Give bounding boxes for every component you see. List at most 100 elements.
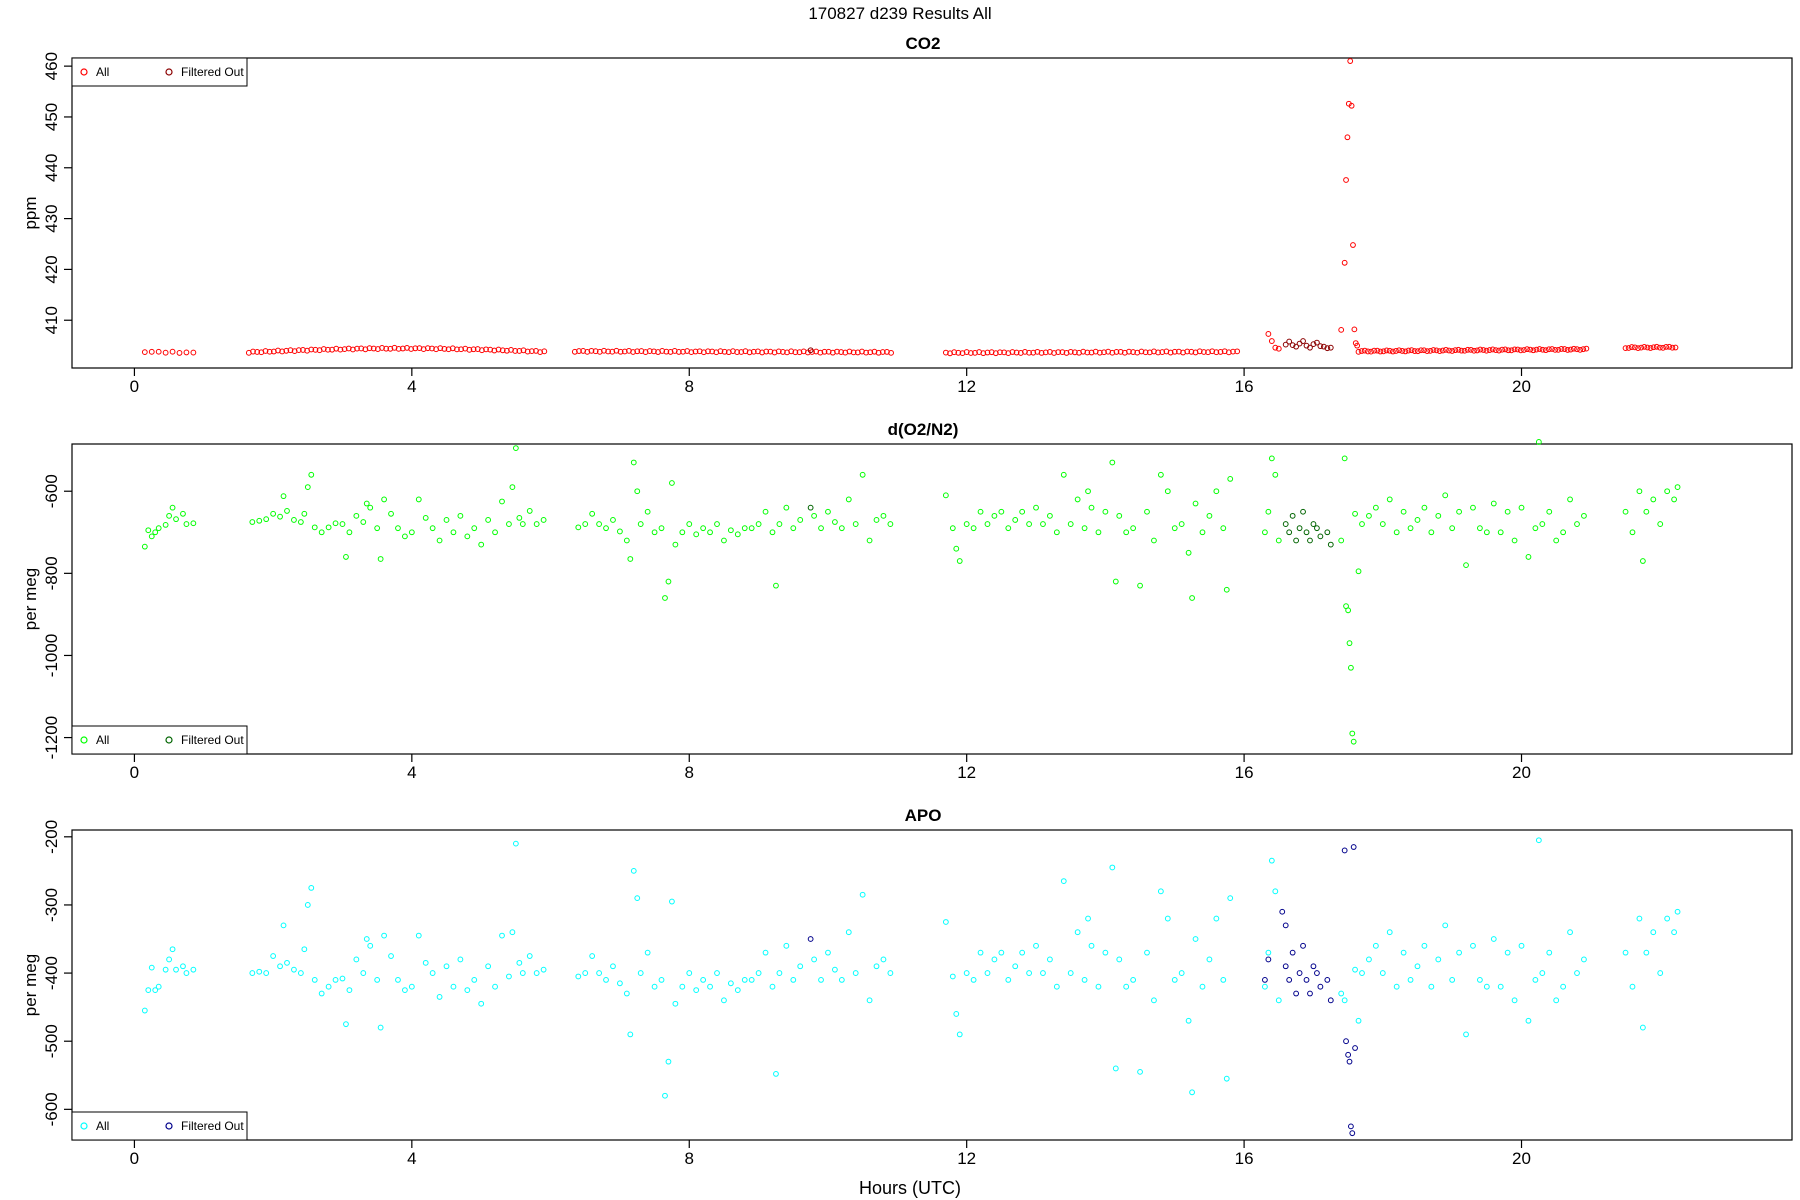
data-point bbox=[506, 521, 512, 527]
data-point bbox=[1511, 537, 1518, 544]
data-point bbox=[1502, 346, 1509, 353]
data-point bbox=[1012, 963, 1019, 970]
data-point bbox=[1096, 349, 1103, 356]
data-point bbox=[1293, 343, 1300, 350]
data-point bbox=[1436, 348, 1443, 355]
data-point bbox=[762, 508, 769, 515]
data-point bbox=[1137, 1068, 1143, 1075]
data-point bbox=[332, 520, 339, 527]
data-point bbox=[1102, 508, 1109, 515]
data-point bbox=[773, 582, 779, 589]
data-point bbox=[1414, 963, 1421, 970]
data-point bbox=[859, 891, 866, 898]
data-point bbox=[1022, 348, 1028, 355]
data-point bbox=[1352, 1045, 1358, 1051]
data-point bbox=[1352, 510, 1358, 517]
data-point bbox=[1047, 512, 1053, 519]
legend-marker bbox=[165, 68, 173, 76]
data-point bbox=[1013, 349, 1020, 356]
data-point bbox=[173, 966, 179, 973]
data-point bbox=[1671, 929, 1677, 936]
x-tick-label: 16 bbox=[1235, 763, 1254, 782]
data-point bbox=[1051, 350, 1057, 356]
data-point bbox=[1095, 529, 1102, 536]
data-point bbox=[866, 997, 873, 1004]
data-point bbox=[750, 348, 757, 355]
data-point bbox=[1300, 942, 1306, 949]
data-point bbox=[297, 970, 304, 976]
data-point bbox=[1116, 956, 1123, 963]
data-point bbox=[1085, 915, 1091, 922]
data-point bbox=[395, 345, 402, 352]
data-point bbox=[1189, 595, 1195, 601]
x-tick-label: 12 bbox=[957, 763, 976, 782]
data-point bbox=[1456, 508, 1462, 515]
data-point bbox=[180, 510, 186, 517]
data-point bbox=[1227, 476, 1234, 482]
data-point bbox=[776, 970, 783, 976]
data-point bbox=[263, 516, 270, 523]
data-point bbox=[1664, 488, 1671, 495]
data-point bbox=[485, 963, 492, 970]
data-point bbox=[617, 348, 624, 355]
data-point bbox=[295, 347, 302, 354]
data-point bbox=[1349, 1130, 1356, 1137]
data-point bbox=[832, 966, 838, 973]
data-point bbox=[1296, 525, 1303, 532]
data-point bbox=[283, 347, 290, 354]
data-point bbox=[512, 840, 519, 847]
data-point bbox=[1192, 500, 1199, 507]
data-point bbox=[845, 496, 852, 503]
data-point bbox=[748, 525, 755, 532]
data-point bbox=[1396, 347, 1403, 354]
data-point bbox=[634, 488, 641, 495]
data-point bbox=[1112, 578, 1119, 585]
data-point bbox=[1408, 347, 1415, 354]
y-tick-label: -300 bbox=[42, 888, 61, 922]
data-point bbox=[1265, 949, 1272, 956]
data-point bbox=[1442, 922, 1449, 929]
panel-3: APO per meg 0 4 8 12 16 20 -600 -500 -400 -300 -200 A… bbox=[21, 806, 1793, 1168]
x-tick-label: 4 bbox=[407, 377, 416, 396]
data-point bbox=[1660, 344, 1666, 351]
x-tick-label: 16 bbox=[1235, 1149, 1254, 1168]
x-tick-label: 20 bbox=[1512, 377, 1531, 396]
data-point bbox=[970, 525, 977, 532]
data-point bbox=[1355, 568, 1362, 575]
data-point bbox=[1530, 347, 1537, 354]
data-point bbox=[1265, 956, 1272, 963]
data-point bbox=[341, 346, 348, 353]
data-point bbox=[256, 968, 263, 975]
data-point bbox=[1424, 348, 1431, 355]
data-point bbox=[173, 516, 179, 523]
data-point bbox=[1310, 963, 1317, 970]
data-point bbox=[388, 953, 394, 959]
data-point bbox=[1137, 582, 1143, 589]
data-point bbox=[443, 963, 450, 970]
data-point bbox=[1456, 949, 1462, 956]
data-point bbox=[1185, 549, 1192, 556]
data-point bbox=[769, 529, 776, 536]
panel-title: APO bbox=[905, 806, 942, 825]
y-tick-label: 430 bbox=[42, 204, 61, 232]
data-point bbox=[353, 512, 360, 519]
data-point bbox=[617, 980, 623, 987]
data-point bbox=[679, 529, 686, 536]
data-point bbox=[1486, 347, 1493, 353]
data-point bbox=[270, 510, 277, 517]
data-point bbox=[325, 524, 332, 531]
plot-frame bbox=[71, 443, 1793, 755]
data-point bbox=[1123, 983, 1130, 990]
y-tick-label: 460 bbox=[42, 52, 61, 80]
data-point bbox=[763, 348, 770, 355]
data-point bbox=[526, 508, 533, 514]
data-point bbox=[320, 346, 327, 352]
data-point bbox=[1350, 242, 1356, 248]
data-point bbox=[1535, 439, 1542, 445]
data-point bbox=[672, 1000, 679, 1007]
data-point bbox=[1428, 529, 1435, 536]
data-point bbox=[1178, 521, 1185, 527]
data-point bbox=[675, 349, 682, 355]
data-point bbox=[1400, 508, 1407, 515]
data-point bbox=[533, 521, 540, 527]
